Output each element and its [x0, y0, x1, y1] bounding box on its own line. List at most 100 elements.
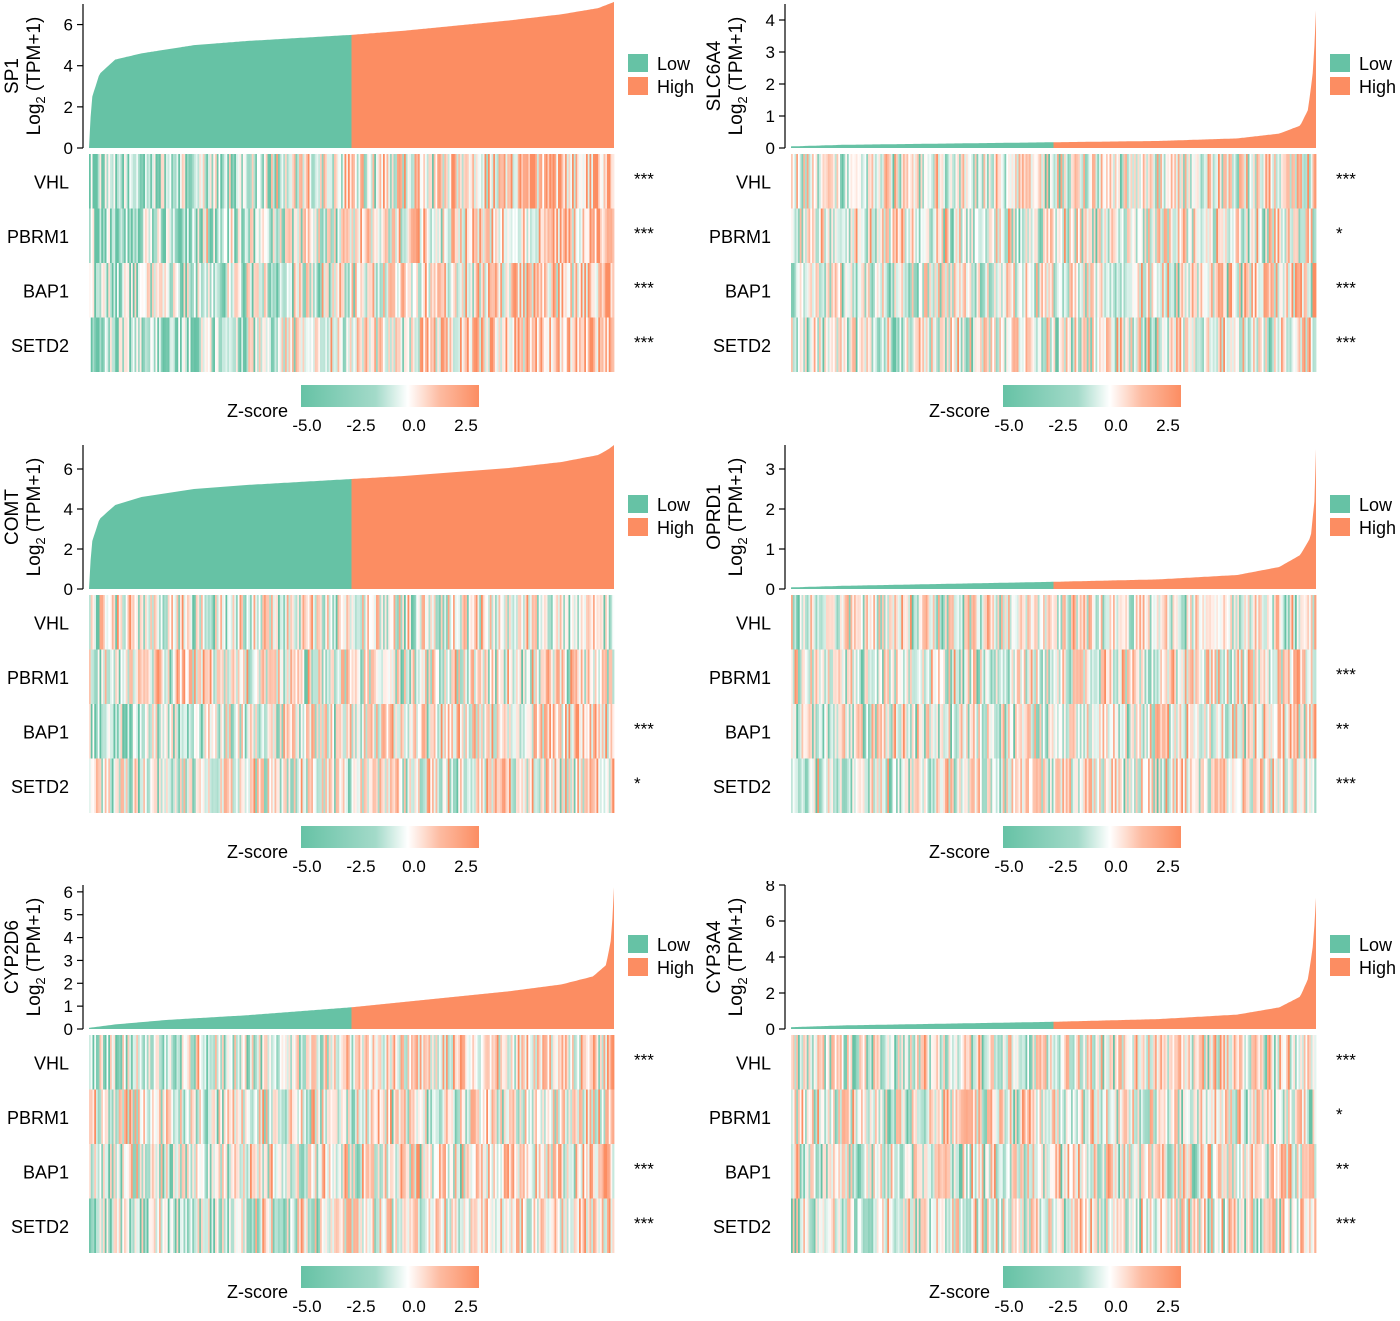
significance-mark: ***: [1336, 333, 1356, 352]
legend-swatch-low: [628, 495, 648, 513]
legend-label-low: Low: [657, 495, 691, 515]
y-tick-label: 3: [766, 460, 775, 479]
y-tick-label: 4: [64, 57, 73, 76]
heatmap-row: [791, 595, 1316, 650]
colorbar-tick-label: -2.5: [1048, 416, 1077, 435]
heatmap-row-label: VHL: [34, 172, 69, 192]
y-axis-gene-label: SP1: [2, 58, 23, 94]
y-tick-label: 0: [64, 1020, 73, 1039]
y-axis-log: Log: [726, 104, 747, 136]
significance-mark: ***: [634, 333, 654, 352]
legend-label-high: High: [657, 77, 694, 97]
y-tick-label: 2: [64, 98, 73, 117]
heatmap-row-label: BAP1: [23, 281, 69, 301]
y-tick-label: 0: [64, 139, 73, 158]
area-low: [791, 582, 1054, 589]
y-axis-log-base: 2: [735, 537, 750, 544]
legend-swatch-high: [1330, 518, 1350, 536]
area-high: [1054, 10, 1317, 148]
y-axis-log-base: 2: [735, 96, 750, 103]
significance-mark: ***: [1336, 278, 1356, 297]
legend-label-high: High: [1359, 77, 1396, 97]
colorbar-label: Z-score: [929, 842, 990, 862]
heatmap-row: [89, 318, 614, 373]
heatmap-cell: [612, 704, 614, 759]
heatmap-cell: [612, 595, 614, 650]
significance-mark: *: [1336, 224, 1343, 243]
legend-label-low: Low: [1359, 495, 1393, 515]
heatmap-cell: [1314, 154, 1316, 209]
y-axis-unit: (TPM+1): [24, 458, 45, 538]
colorbar-tick-label: 2.5: [1156, 416, 1180, 435]
colorbar-tick-label: -2.5: [1048, 857, 1077, 876]
heatmap-row: [791, 704, 1316, 759]
heatmap-row: [89, 759, 614, 814]
legend-swatch-high: [628, 77, 648, 95]
colorbar-tick-label: 0.0: [402, 857, 426, 876]
y-tick-label: 6: [64, 16, 73, 35]
y-tick-label: 2: [64, 540, 73, 559]
heatmap-row-label: SETD2: [713, 336, 771, 356]
y-tick-label: 4: [64, 500, 73, 519]
area-high: [352, 2, 615, 148]
colorbar: [1003, 385, 1181, 407]
significance-mark: **: [1336, 719, 1350, 738]
colorbar: [1003, 826, 1181, 848]
y-tick-label: 1: [766, 107, 775, 126]
heatmap-cell: [1314, 318, 1316, 373]
colorbar-tick-label: 2.5: [454, 416, 478, 435]
significance-mark: *: [634, 774, 641, 793]
heatmap-cell: [612, 650, 614, 705]
heatmap-cell: [1314, 595, 1316, 650]
significance-mark: ***: [1336, 169, 1356, 188]
heatmap-row: [89, 704, 614, 759]
y-axis-log-base: 2: [33, 537, 48, 544]
heatmap-row-label: VHL: [736, 172, 771, 192]
significance-mark: ***: [634, 169, 654, 188]
heatmap-cell: [612, 318, 614, 373]
y-tick-label: 2: [766, 500, 775, 519]
colorbar-label: Z-score: [227, 401, 288, 421]
y-axis-unit-label: Log2 (TPM+1): [24, 17, 48, 136]
heatmap-row-label: PBRM1: [7, 668, 69, 688]
colorbar-tick-label: 2.5: [454, 857, 478, 876]
y-axis-gene-label: OPRD1: [704, 484, 725, 549]
colorbar-tick-label: -2.5: [346, 416, 375, 435]
legend-label-low: Low: [657, 54, 691, 74]
colorbar: [301, 385, 479, 407]
legend-swatch-low: [628, 54, 648, 72]
heatmap-row: [791, 650, 1316, 705]
colorbar-tick-label: -5.0: [292, 416, 321, 435]
colorbar-label: Z-score: [227, 842, 288, 862]
heatmap-row-label: BAP1: [725, 281, 771, 301]
y-axis-unit: (TPM+1): [24, 17, 45, 97]
heatmap-row-label: BAP1: [725, 722, 771, 742]
heatmap-row-label: PBRM1: [7, 227, 69, 247]
area-high: [1054, 449, 1317, 589]
colorbar-label: Z-score: [929, 401, 990, 421]
heatmap-row-label: SETD2: [713, 777, 771, 797]
y-tick-label: 6: [64, 460, 73, 479]
legend-label-low: Low: [1359, 54, 1393, 74]
heatmap-row: [791, 263, 1316, 318]
area-low: [89, 1007, 352, 1029]
y-tick-label: 4: [766, 11, 775, 30]
y-tick-label: 0: [766, 139, 775, 158]
heatmap-row-label: BAP1: [23, 722, 69, 742]
heatmap-row: [791, 318, 1316, 373]
y-tick-label: 3: [64, 951, 73, 970]
y-axis-log: Log: [24, 104, 45, 136]
y-tick-label: 1: [766, 540, 775, 559]
heatmap-row: [791, 209, 1316, 264]
area-high: [352, 887, 615, 1029]
heatmap-row-label: SETD2: [11, 777, 69, 797]
heatmap-cell: [1314, 209, 1316, 264]
heatmap-row-label: SETD2: [11, 336, 69, 356]
